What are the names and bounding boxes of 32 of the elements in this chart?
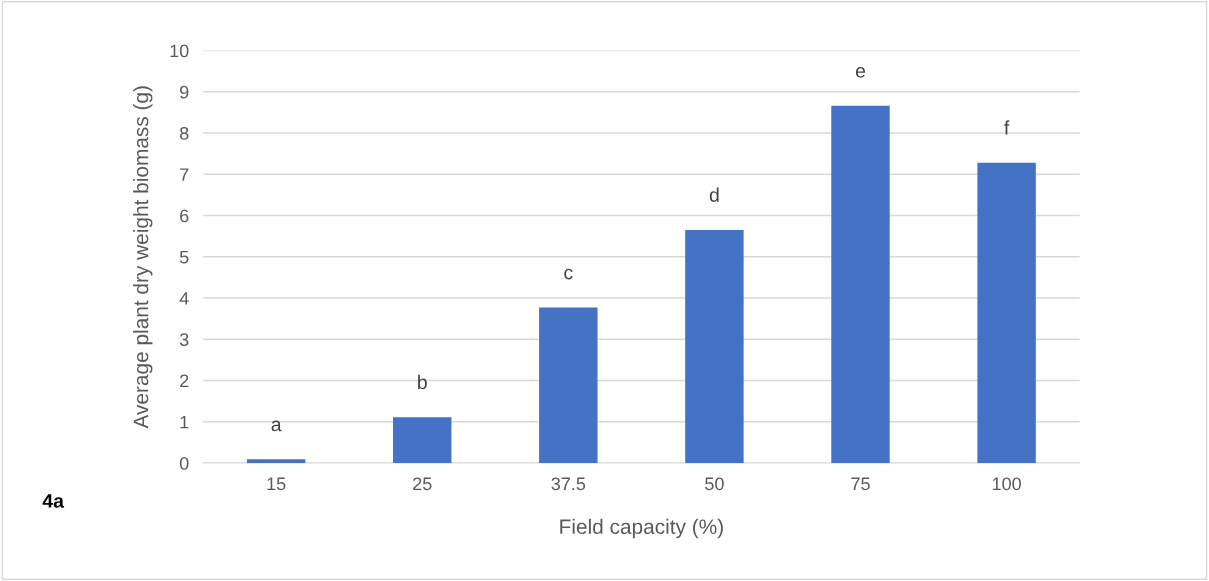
x-tick-label: 15	[267, 477, 286, 491]
y-tick-label: 3	[179, 333, 189, 347]
x-tick-label: 100	[992, 477, 1021, 491]
y-tick-label: 8	[179, 126, 189, 140]
bar	[977, 162, 1036, 464]
y-axis-title: Average plant dry weight biomass (g)	[133, 86, 153, 429]
annotation: a	[271, 420, 282, 432]
bar	[831, 105, 890, 464]
annotation: f	[1004, 120, 1010, 135]
annotation: b	[418, 374, 427, 390]
y-tick-label: 1	[180, 415, 189, 429]
y-tick-label: 5	[179, 250, 189, 264]
bar	[393, 417, 452, 464]
y-tick-label: 6	[180, 209, 189, 223]
x-axis-title: Field capacity (%)	[560, 518, 723, 539]
text: 4a	[42, 494, 65, 508]
annotation: c	[564, 268, 573, 280]
x-tick-label: 37.5	[551, 477, 586, 491]
y-tick-label: 0	[179, 456, 189, 470]
y-tick-label: 9	[180, 85, 189, 99]
annotation: d	[709, 187, 719, 202]
x-tick-label: 50	[705, 477, 724, 491]
y-tick-label: 10	[170, 44, 189, 58]
x-tick-label: 25	[413, 477, 432, 491]
annotation: e	[855, 67, 866, 78]
bar	[539, 307, 598, 464]
y-tick-label: 7	[180, 168, 189, 181]
x-tick-label: 75	[851, 477, 870, 491]
bar	[246, 459, 306, 464]
y-tick-label: 2	[180, 374, 189, 388]
y-tick-label: 4	[179, 292, 189, 305]
bar	[685, 229, 744, 464]
